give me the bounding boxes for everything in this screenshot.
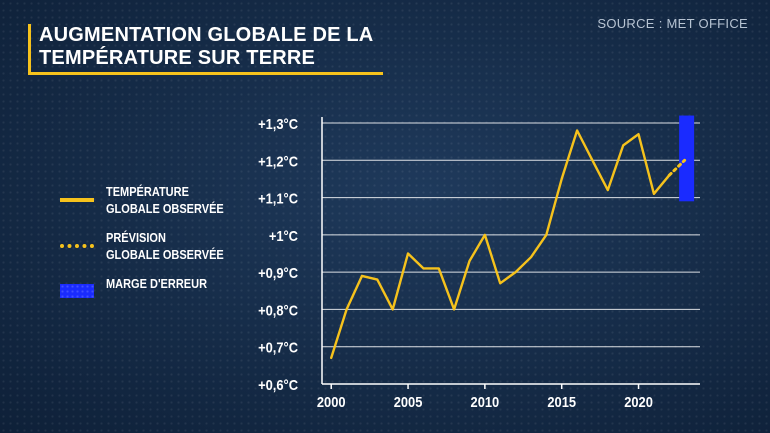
legend-margin-line-1: MARGE D'ERREUR bbox=[106, 277, 208, 291]
title-line-2: TEMPÉRATURE SUR TERRE bbox=[39, 47, 316, 69]
legend-margin-label: MARGE D'ERREUR bbox=[106, 276, 207, 293]
legend-forecast-label: PRÉVISION GLOBALE OBSERVÉE bbox=[106, 230, 224, 264]
legend-forecast-line-2: GLOBALE OBSERVÉE bbox=[106, 248, 224, 262]
legend-dotted-line-swatch bbox=[60, 244, 94, 248]
x-tick-label: 2010 bbox=[471, 393, 500, 410]
y-tick-label: +0,7°C bbox=[258, 339, 298, 356]
source-label: SOURCE : MET OFFICE bbox=[597, 16, 748, 31]
error-band bbox=[679, 115, 695, 202]
y-tick-label: +1,1°C bbox=[258, 190, 298, 207]
y-tick-label: +0,9°C bbox=[258, 264, 298, 281]
x-tick-label: 2015 bbox=[547, 393, 576, 410]
y-tick-label: +1,3°C bbox=[258, 115, 298, 132]
y-tick-label: +1,2°C bbox=[258, 152, 298, 169]
legend-forecast-line-1: PRÉVISION bbox=[106, 231, 166, 245]
title-line-1: AUGMENTATION GLOBALE DE LA bbox=[39, 24, 374, 46]
observed-temperature-line bbox=[330, 129, 671, 360]
legend-solid-line-swatch bbox=[60, 198, 94, 202]
y-tick-label: +1°C bbox=[269, 227, 298, 244]
x-tick-label: 2020 bbox=[624, 393, 653, 410]
y-tick-label: +0,8°C bbox=[258, 301, 298, 318]
legend-observed-line-1: TEMPÉRATURE bbox=[106, 185, 189, 199]
legend-error-band-swatch bbox=[60, 284, 94, 298]
x-tick-label: 2005 bbox=[394, 393, 423, 410]
x-tick-label: 2000 bbox=[317, 393, 346, 410]
legend-observed-line-2: GLOBALE OBSERVÉE bbox=[106, 202, 224, 216]
title-block: AUGMENTATION GLOBALE DE LA TEMPÉRATURE S… bbox=[28, 24, 384, 75]
y-tick-label: +0,6°C bbox=[258, 376, 298, 393]
forecast-line bbox=[667, 158, 687, 177]
legend-observed-label: TEMPÉRATURE GLOBALE OBSERVÉE bbox=[106, 184, 224, 218]
